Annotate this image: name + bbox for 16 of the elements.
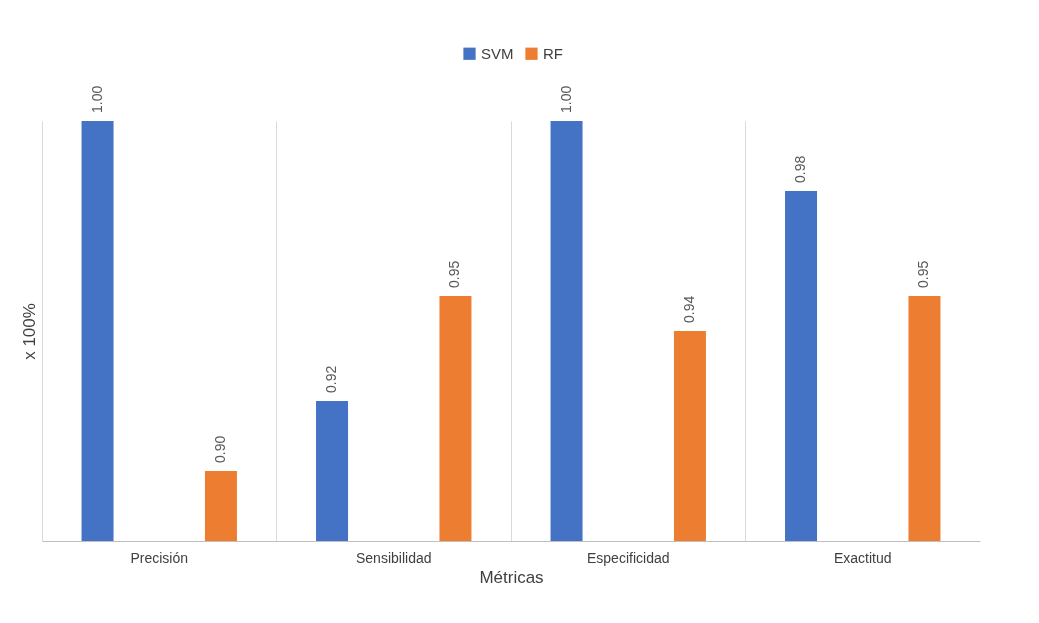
- data-label: 0.90: [211, 435, 228, 463]
- data-label: 0.98: [792, 155, 809, 183]
- data-label: 1.00: [557, 85, 574, 113]
- data-label: 0.94: [680, 295, 697, 323]
- legend-label: SVM: [481, 44, 514, 62]
- x-tick-label: Precisión: [130, 549, 189, 566]
- y-axis-title: x 100%: [19, 303, 39, 360]
- x-tick-label: Exactitud: [833, 549, 892, 566]
- x-tick-label: Sensibilidad: [356, 549, 432, 566]
- data-label: 0.95: [446, 260, 463, 288]
- data-label: 1.00: [88, 85, 105, 113]
- x-tick-label: Especificidad: [587, 549, 670, 566]
- x-axis-title: Métricas: [479, 567, 544, 587]
- data-label: 0.95: [915, 260, 932, 288]
- data-label: 0.92: [323, 365, 340, 393]
- legend-label: RF: [543, 44, 563, 62]
